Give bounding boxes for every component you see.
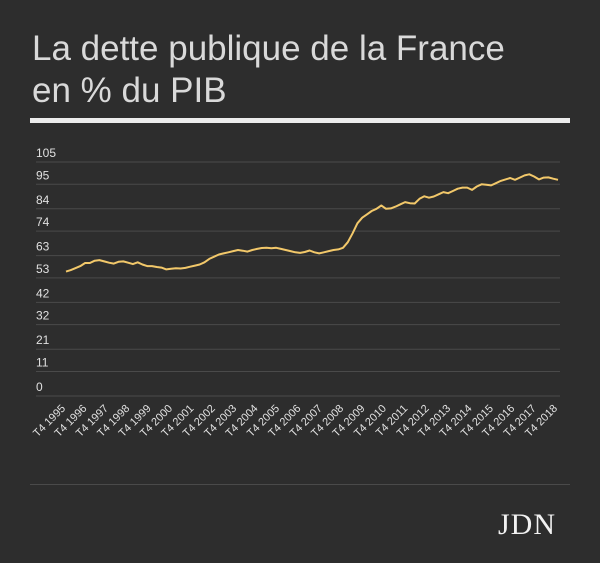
jdn-logo: JDN bbox=[497, 508, 556, 541]
y-tick-label: 53 bbox=[36, 262, 50, 276]
y-tick-label: 42 bbox=[36, 286, 50, 300]
chart-title-line-2: en % du PIB bbox=[32, 71, 227, 110]
y-tick-label: 105 bbox=[36, 146, 56, 160]
y-tick-label: 95 bbox=[36, 168, 50, 182]
y-tick-label: 11 bbox=[36, 355, 49, 369]
y-tick-label: 74 bbox=[36, 215, 50, 229]
chart-gridlines bbox=[36, 161, 560, 397]
debt-series-line bbox=[65, 173, 559, 273]
title-divider bbox=[30, 118, 570, 123]
y-axis: 0 11 21 32 42 53 63 74 84 95 105 bbox=[36, 146, 56, 394]
chart-series bbox=[65, 173, 559, 273]
y-tick-label: 84 bbox=[36, 193, 50, 207]
chart-title: La dette publique de la France en % du P… bbox=[32, 28, 505, 112]
y-tick-label: 0 bbox=[36, 380, 43, 394]
chart-title-line-1: La dette publique de la France bbox=[32, 29, 505, 68]
y-tick-label: 21 bbox=[36, 333, 50, 347]
footer-divider bbox=[30, 484, 570, 485]
y-tick-label: 63 bbox=[36, 240, 50, 254]
y-tick-label: 32 bbox=[36, 309, 50, 323]
